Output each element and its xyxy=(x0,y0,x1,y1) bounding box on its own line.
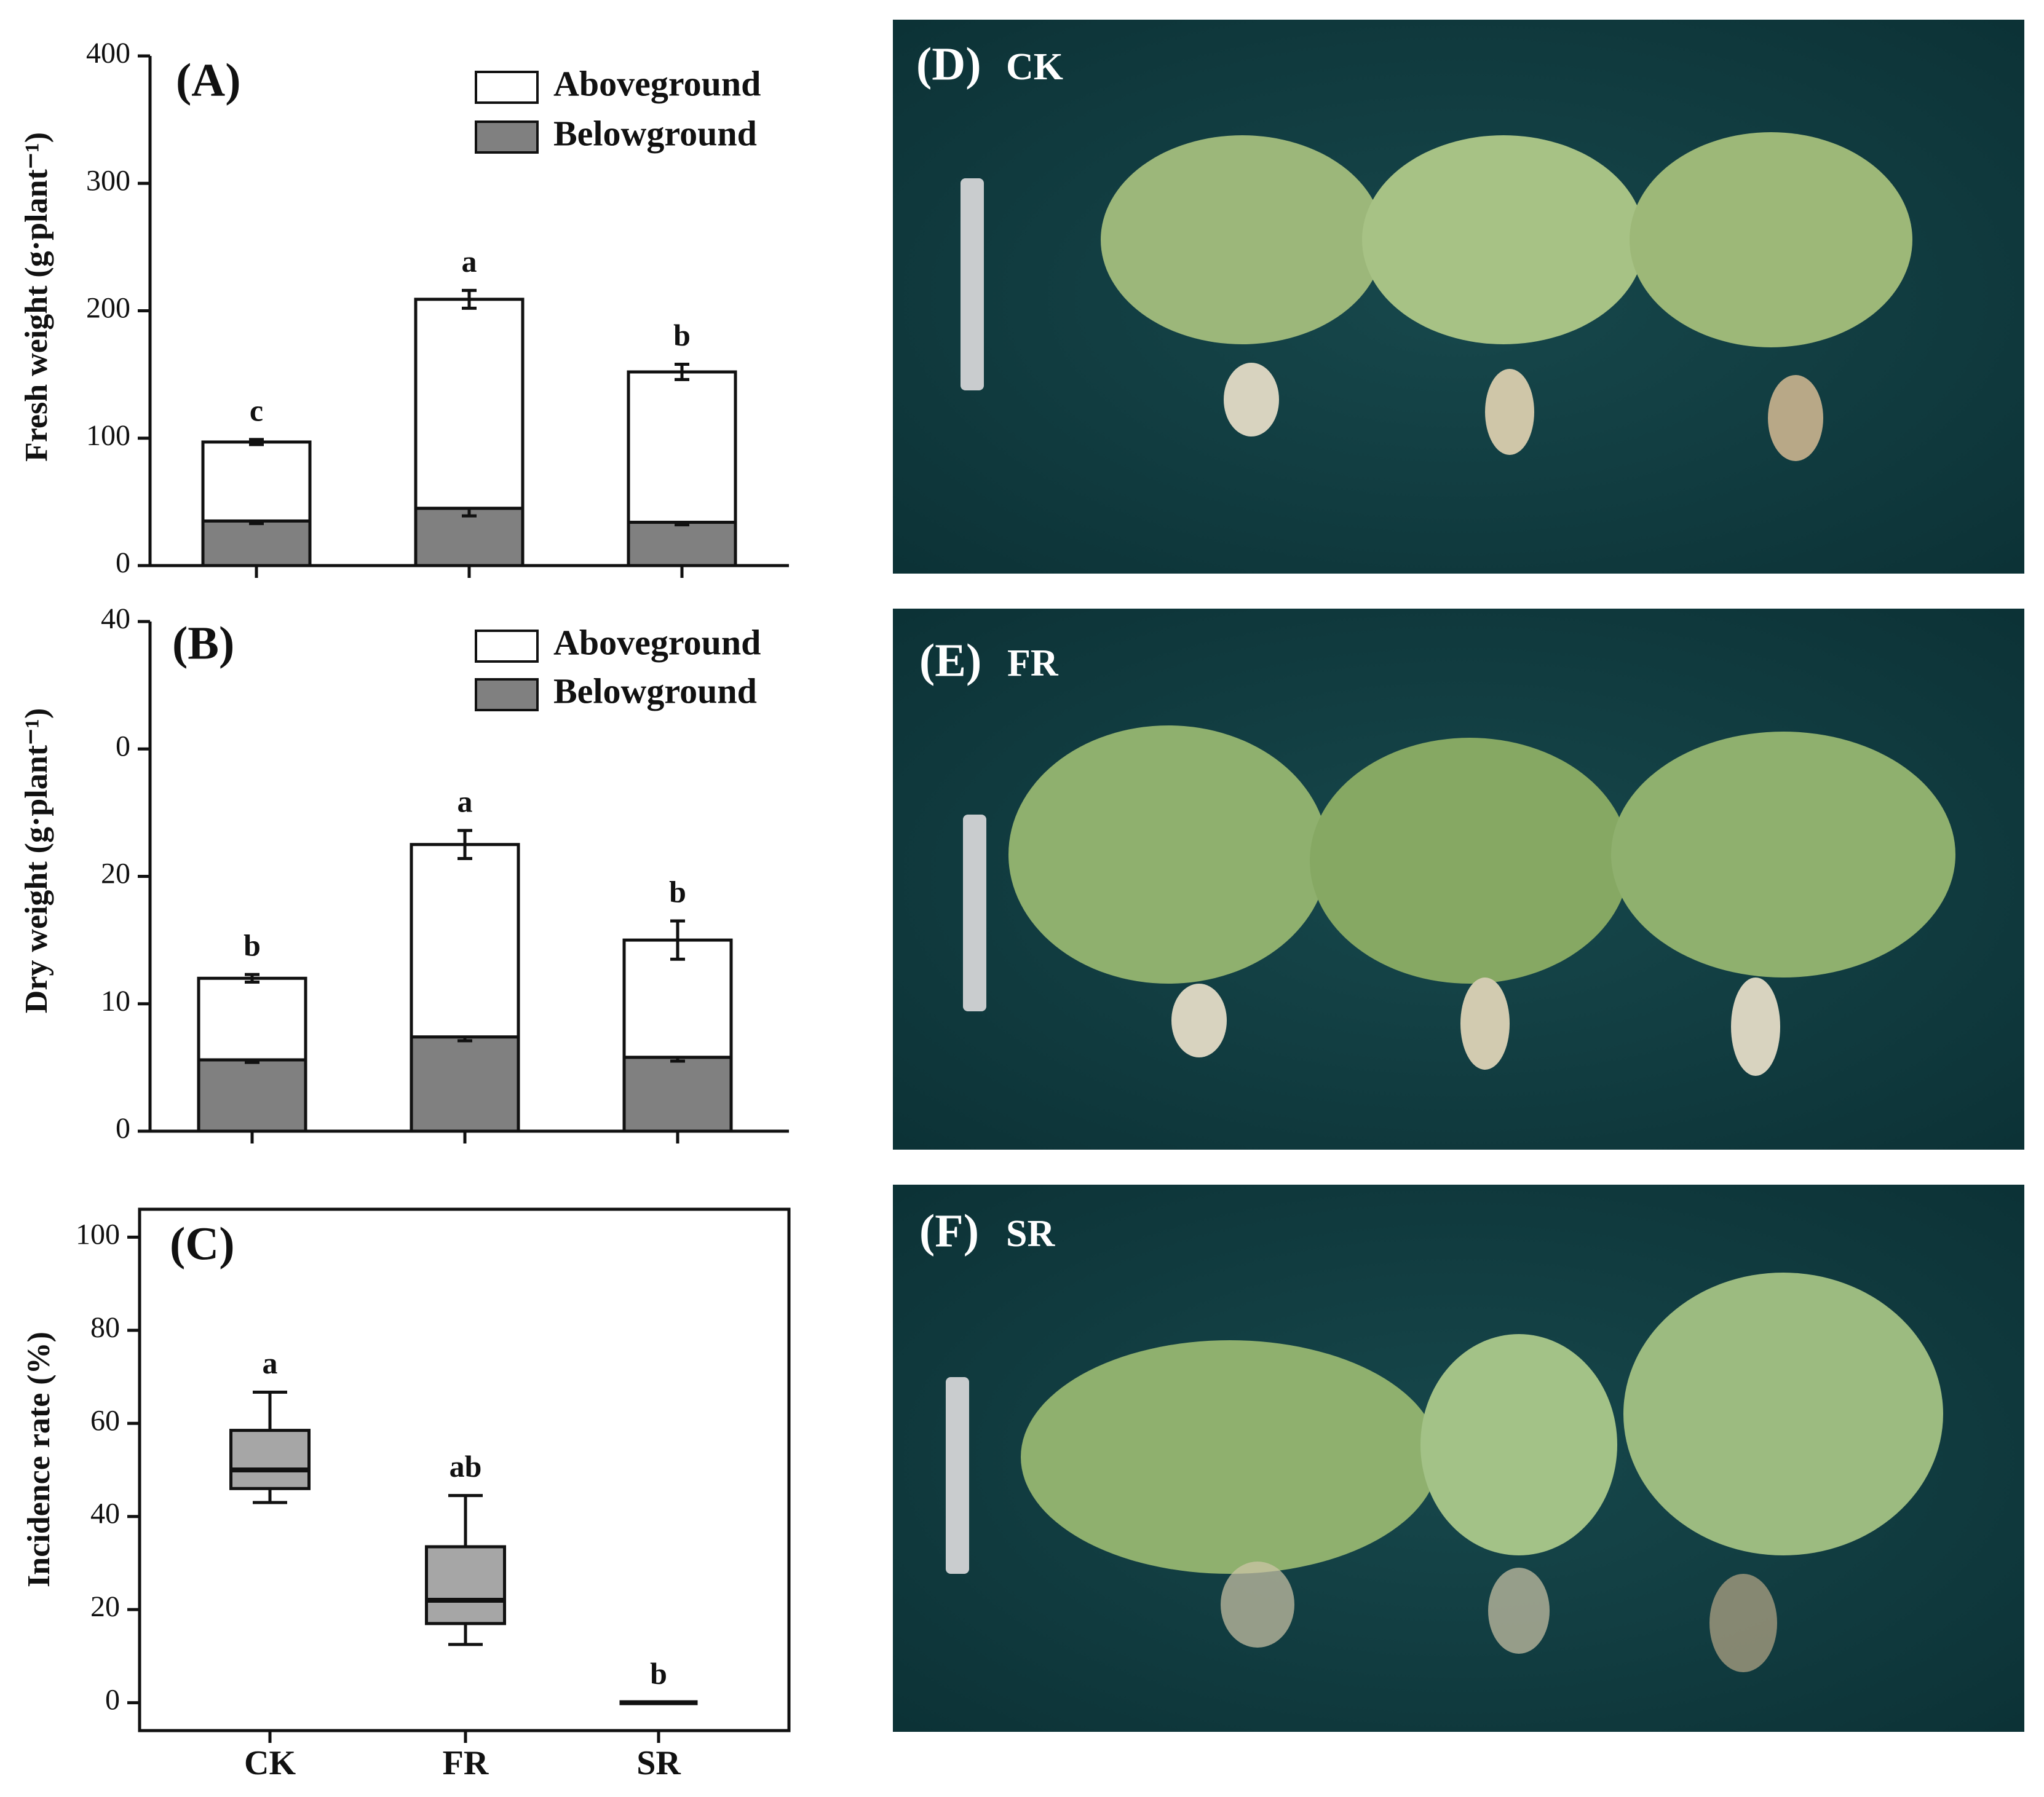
photo-e: (E) FR xyxy=(893,609,2024,1150)
cabbage xyxy=(1630,132,1912,347)
cabbage xyxy=(1623,1273,1943,1555)
cabbage xyxy=(1101,135,1384,344)
ruler xyxy=(946,1377,969,1574)
y-tick-label: 0 xyxy=(116,1112,130,1145)
root xyxy=(1224,363,1279,436)
bar-segment xyxy=(627,370,737,524)
bar-segment xyxy=(622,1056,733,1133)
y-axis-label: Incidence rate (%) xyxy=(22,1332,57,1587)
significance-letter: b xyxy=(650,1656,667,1691)
photo-panel: (D) xyxy=(916,38,981,90)
legend-swatch xyxy=(475,678,539,711)
root xyxy=(1488,1568,1550,1654)
photo-panel: (E) xyxy=(919,634,981,686)
photo-label: FR xyxy=(1007,642,1059,684)
legend-label: Aboveground xyxy=(553,63,761,103)
panel-label: (C) xyxy=(170,1218,235,1270)
significance-letter: b xyxy=(244,928,261,963)
box xyxy=(229,1429,311,1490)
x-tick-label: FR xyxy=(443,1744,489,1782)
photo-f: (F) SR xyxy=(893,1185,2024,1732)
root xyxy=(1485,369,1534,455)
significance-letter: a xyxy=(458,784,473,818)
root xyxy=(1221,1562,1294,1648)
photo-label: CK xyxy=(1006,46,1063,88)
photo-label: SR xyxy=(1006,1213,1055,1255)
legend-label: Belowground xyxy=(553,671,757,711)
y-tick-label: 20 xyxy=(101,858,130,890)
bar-segment xyxy=(414,298,525,510)
y-axis-label: Dry weight (g·plant⁻¹) xyxy=(19,708,54,1014)
significance-letter: a xyxy=(462,244,477,278)
photo-panel: (F) xyxy=(919,1205,979,1257)
bar-segment xyxy=(410,843,520,1039)
x-tick-label: SR xyxy=(636,1744,681,1782)
y-tick-label: 100 xyxy=(76,1218,120,1250)
root xyxy=(1460,977,1510,1070)
box xyxy=(425,1545,506,1625)
legend-label: Belowground xyxy=(553,113,757,153)
cabbage xyxy=(1008,725,1328,984)
bar-segment xyxy=(197,976,307,1062)
cabbage xyxy=(1362,135,1645,344)
y-tick-label: 10 xyxy=(101,985,130,1017)
significance-letter: c xyxy=(250,393,263,427)
bar-segment xyxy=(197,1058,307,1133)
y-tick-label: 0 xyxy=(116,730,130,762)
panel-label: (B) xyxy=(172,617,234,669)
bar-segment xyxy=(201,440,312,523)
cabbage xyxy=(1310,738,1630,984)
significance-letter: b xyxy=(673,318,691,352)
cabbage xyxy=(1420,1334,1617,1555)
y-tick-label: 80 xyxy=(90,1311,120,1344)
ruler xyxy=(961,178,984,390)
y-tick-label: 40 xyxy=(101,602,130,635)
significance-letter: a xyxy=(263,1346,278,1380)
significance-letter: ab xyxy=(450,1449,482,1483)
cabbage xyxy=(1611,732,1955,977)
legend-swatch xyxy=(475,630,539,663)
y-tick-label: 60 xyxy=(90,1404,120,1437)
legend-label: Aboveground xyxy=(553,622,761,662)
root xyxy=(1171,984,1227,1057)
y-tick-label: 0 xyxy=(116,547,130,579)
root xyxy=(1709,1574,1777,1672)
y-tick-label: 0 xyxy=(105,1684,120,1716)
root xyxy=(1731,977,1780,1076)
photo-d: (D) CK xyxy=(893,20,2024,574)
bar-segment xyxy=(410,1035,520,1133)
bar-segment xyxy=(622,938,733,1059)
bar-segment xyxy=(201,519,312,567)
x-tick-label: CK xyxy=(244,1744,296,1782)
panel-label: (A) xyxy=(176,54,241,106)
ruler xyxy=(963,815,986,1011)
y-tick-label: 100 xyxy=(86,419,130,452)
bar-segment xyxy=(627,521,737,567)
y-tick-label: 300 xyxy=(86,164,130,197)
y-tick-label: 40 xyxy=(90,1498,120,1530)
y-axis-label: Fresh weight (g·plant⁻¹) xyxy=(19,132,54,462)
cabbage xyxy=(1021,1340,1439,1574)
y-tick-label: 200 xyxy=(86,292,130,325)
y-tick-label: 20 xyxy=(90,1590,120,1623)
legend-swatch xyxy=(475,71,539,104)
y-tick-label: 400 xyxy=(86,37,130,69)
significance-letter: b xyxy=(669,875,686,909)
root xyxy=(1768,375,1823,461)
legend-swatch xyxy=(475,120,539,154)
